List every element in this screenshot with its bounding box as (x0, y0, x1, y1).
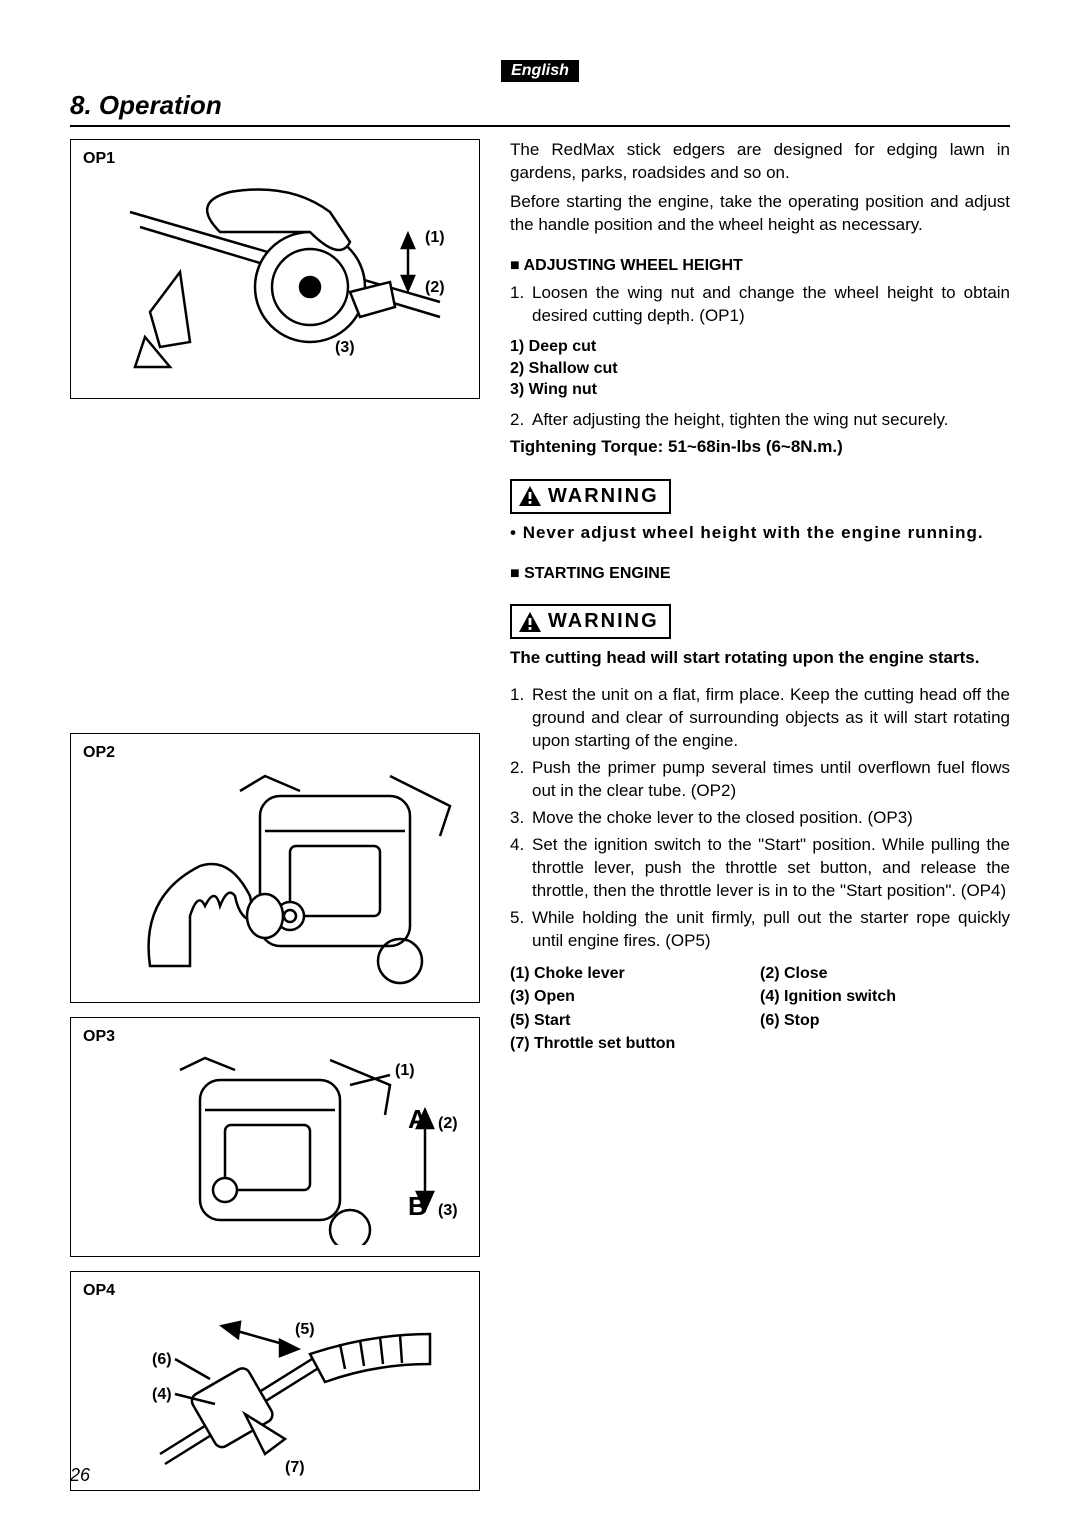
starting-steps: 1.Rest the unit on a flat, firm place. K… (510, 684, 1010, 952)
adjusting-step-2-text: After adjusting the height, tighten the … (532, 409, 948, 432)
left-column: OP1 (1) (2) (3) (70, 139, 480, 1505)
legend-start: (5) Start (510, 1010, 760, 1032)
figure-op1: OP1 (1) (2) (3) (70, 139, 480, 399)
start-step-5: 5.While holding the unit firmly, pull ou… (510, 907, 1010, 953)
warning-label-1: WARNING (548, 483, 659, 510)
start-legend: (1) Choke lever (2) Close (3) Open (4) I… (510, 963, 1010, 1055)
op3-callout-2: (2) (438, 1115, 458, 1132)
op4-callout-6: (6) (152, 1351, 172, 1368)
warning-1-text: • Never adjust wheel height with the eng… (510, 522, 1010, 545)
warning-icon (518, 611, 542, 633)
header: English (70, 60, 1010, 82)
legend-throttle: (7) Throttle set button (510, 1033, 1010, 1055)
figure-op3-svg: (1) A (2) B (3) (90, 1050, 460, 1245)
warning-box-1: WARNING (510, 479, 671, 514)
figure-op3-label: OP3 (83, 1028, 467, 1046)
figure-op2-label: OP2 (83, 744, 467, 762)
figure-op4: OP4 (5) (70, 1271, 480, 1491)
page-number: 26 (70, 1465, 90, 1486)
legend-open: (3) Open (510, 986, 760, 1008)
spacer (70, 413, 480, 733)
start-step-1-text: Rest the unit on a flat, firm place. Kee… (532, 684, 1010, 753)
op3-callout-1: (1) (395, 1062, 415, 1079)
start-step-2-text: Push the primer pump several times until… (532, 757, 1010, 803)
start-step-4: 4.Set the ignition switch to the "Start"… (510, 834, 1010, 903)
adjusting-step-1-text: Loosen the wing nut and change the wheel… (532, 282, 1010, 328)
start-step-2: 2.Push the primer pump several times unt… (510, 757, 1010, 803)
op3-letter-b: B (408, 1191, 427, 1221)
legend-close: (2) Close (760, 963, 1010, 985)
op1-callout-3: (3) (335, 339, 355, 356)
adjusting-steps: 1.Loosen the wing nut and change the whe… (510, 282, 1010, 328)
starting-heading: STARTING ENGINE (510, 563, 1010, 585)
op4-callout-5: (5) (295, 1321, 315, 1338)
adjusting-step-1: 1.Loosen the wing nut and change the whe… (510, 282, 1010, 328)
warning-box-2: WARNING (510, 604, 671, 639)
figure-op3: OP3 (1) A (2) B (70, 1017, 480, 1257)
torque-spec: Tightening Torque: 51~68in-lbs (6~8N.m.) (510, 436, 1010, 459)
figure-op4-svg: (5) (6) (4) (7) (90, 1304, 460, 1479)
legend-item-2: 2) Shallow cut (510, 358, 1010, 380)
right-column: The RedMax stick edgers are designed for… (510, 139, 1010, 1505)
op1-legend: 1) Deep cut 2) Shallow cut 3) Wing nut (510, 336, 1010, 401)
figure-op1-svg: (1) (2) (3) (90, 172, 460, 372)
legend-ignition: (4) Ignition switch (760, 986, 1010, 1008)
figure-op4-label: OP4 (83, 1282, 467, 1300)
start-step-5-text: While holding the unit firmly, pull out … (532, 907, 1010, 953)
figure-op1-label: OP1 (83, 150, 467, 168)
legend-item-3: 3) Wing nut (510, 379, 1010, 401)
legend-stop: (6) Stop (760, 1010, 1010, 1032)
op4-callout-4: (4) (152, 1386, 172, 1403)
intro-p2: Before starting the engine, take the ope… (510, 191, 1010, 237)
intro-p1: The RedMax stick edgers are designed for… (510, 139, 1010, 185)
op1-callout-2: (2) (425, 279, 445, 296)
adjusting-steps-2: 2.After adjusting the height, tighten th… (510, 409, 1010, 432)
content-columns: OP1 (1) (2) (3) (70, 139, 1010, 1505)
op3-letter-a: A (408, 1104, 427, 1134)
section-title: 8. Operation (70, 90, 1010, 127)
adjusting-step-2: 2.After adjusting the height, tighten th… (510, 409, 1010, 432)
start-step-4-text: Set the ignition switch to the "Start" p… (532, 834, 1010, 903)
warning-icon (518, 485, 542, 507)
start-step-3-text: Move the choke lever to the closed posit… (532, 807, 913, 830)
warning-label-2: WARNING (548, 608, 659, 635)
warning-2-text: The cutting head will start rotating upo… (510, 647, 1010, 670)
start-step-3: 3.Move the choke lever to the closed pos… (510, 807, 1010, 830)
op3-callout-3: (3) (438, 1202, 458, 1219)
figure-op2-svg (90, 766, 460, 986)
legend-item-1: 1) Deep cut (510, 336, 1010, 358)
start-step-1: 1.Rest the unit on a flat, firm place. K… (510, 684, 1010, 753)
figure-op2: OP2 (70, 733, 480, 1003)
adjusting-heading: ADJUSTING WHEEL HEIGHT (510, 255, 1010, 277)
legend-choke: (1) Choke lever (510, 963, 760, 985)
language-badge: English (501, 60, 579, 82)
op1-callout-1: (1) (425, 229, 445, 246)
op4-callout-7: (7) (285, 1459, 305, 1476)
warning-1-text-content: Never adjust wheel height with the engin… (523, 523, 984, 542)
